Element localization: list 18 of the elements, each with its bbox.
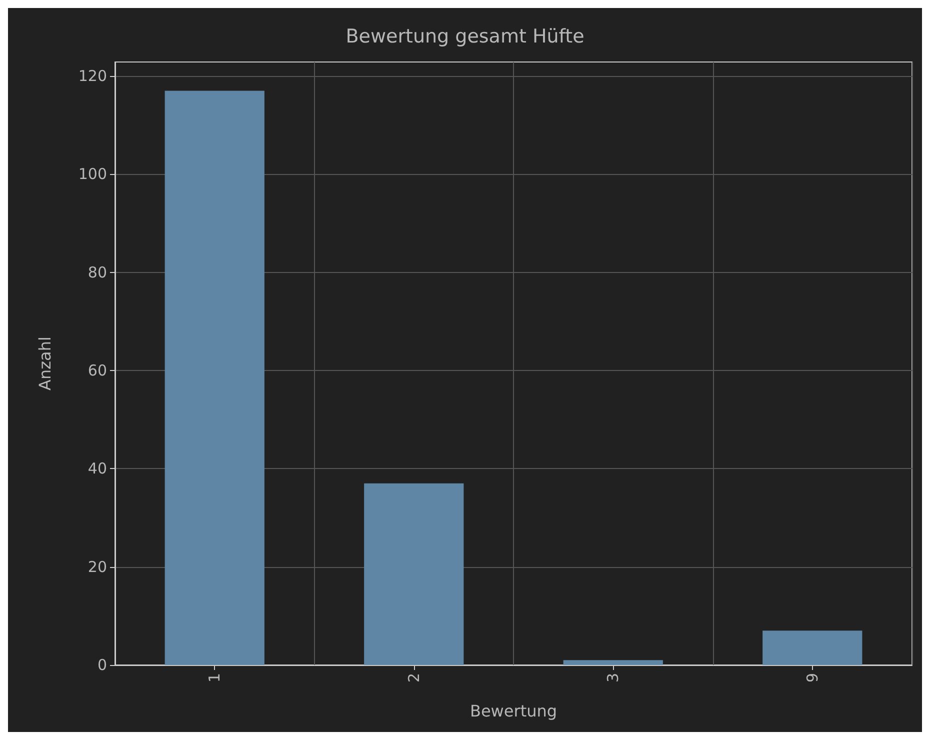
x-tick-label: 3 [604,673,622,683]
x-tick-label: 2 [404,673,423,683]
bar [164,90,264,665]
x-tick-label: 9 [803,673,822,683]
y-tick-label: 80 [88,263,107,282]
y-axis-title: Anzahl [36,336,54,390]
y-tick-label: 120 [78,66,107,85]
bar [563,660,663,665]
y-tick-label: 100 [78,165,107,184]
chart-title: Bewertung gesamt Hüfte [346,26,584,48]
y-tick-label: 0 [97,656,107,674]
y-tick-label: 60 [88,361,107,380]
x-tick-label: 1 [206,673,224,683]
x-axis-title: Bewertung [470,702,558,720]
bar [364,483,464,665]
y-tick-label: 20 [88,558,107,576]
y-tick-label: 40 [88,460,107,478]
bar [762,630,862,665]
